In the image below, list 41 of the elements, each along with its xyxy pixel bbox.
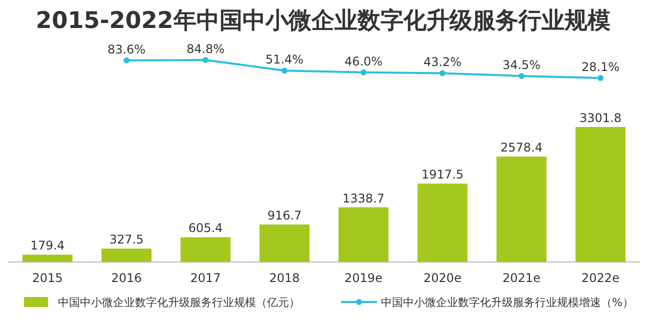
data-label: 179.4: [30, 238, 65, 253]
legend: 中国中小微企业数字化升级服务行业规模增速（%）: [341, 296, 634, 309]
point: [124, 57, 130, 64]
data-label: 43.2%: [423, 55, 462, 70]
x-tick-label: 2015: [32, 271, 63, 285]
point: [598, 75, 604, 81]
chart-title: 2015-2022年中国中小微企业数字化升级服务行业规模: [36, 7, 610, 34]
x-tick-label: 2016: [111, 271, 142, 285]
x-tick-label: 2017: [190, 271, 221, 285]
data-label: 916.7: [267, 208, 302, 223]
data-label: 1338.7: [342, 191, 384, 206]
bar: [496, 156, 546, 262]
point: [202, 57, 208, 63]
data-label: 3301.8: [580, 111, 622, 125]
data-label: 83.6%: [107, 42, 146, 56]
data-label: 34.5%: [502, 58, 541, 72]
data-label: 605.4: [188, 221, 223, 236]
bar: [338, 207, 388, 262]
x-tick-label: 2018: [269, 271, 300, 285]
legend: 中国中小微企业数字化升级服务行业规模（亿元）: [24, 296, 300, 309]
data-label: 2578.4: [500, 140, 542, 155]
bar: [102, 248, 152, 262]
bar: [260, 224, 310, 262]
bar: [180, 237, 230, 262]
point: [282, 68, 288, 74]
data-label: 28.1%: [581, 60, 620, 74]
bar: [576, 127, 626, 262]
x-tick-label: 2020e: [424, 271, 462, 285]
data-label: 327.5: [109, 232, 144, 247]
x-tick-label: 2019e: [344, 271, 382, 285]
point: [440, 70, 446, 76]
data-label: 84.8%: [186, 42, 225, 56]
data-label: 46.0%: [344, 54, 383, 68]
bar: [418, 184, 468, 262]
data-label: 51.4%: [265, 52, 304, 67]
x-tick-label: 2022e: [582, 271, 620, 285]
data-label: 1917.5: [422, 168, 464, 182]
bar: [22, 254, 72, 262]
point: [360, 69, 366, 76]
x-tick-label: 2021e: [502, 271, 540, 285]
point: [518, 72, 524, 79]
